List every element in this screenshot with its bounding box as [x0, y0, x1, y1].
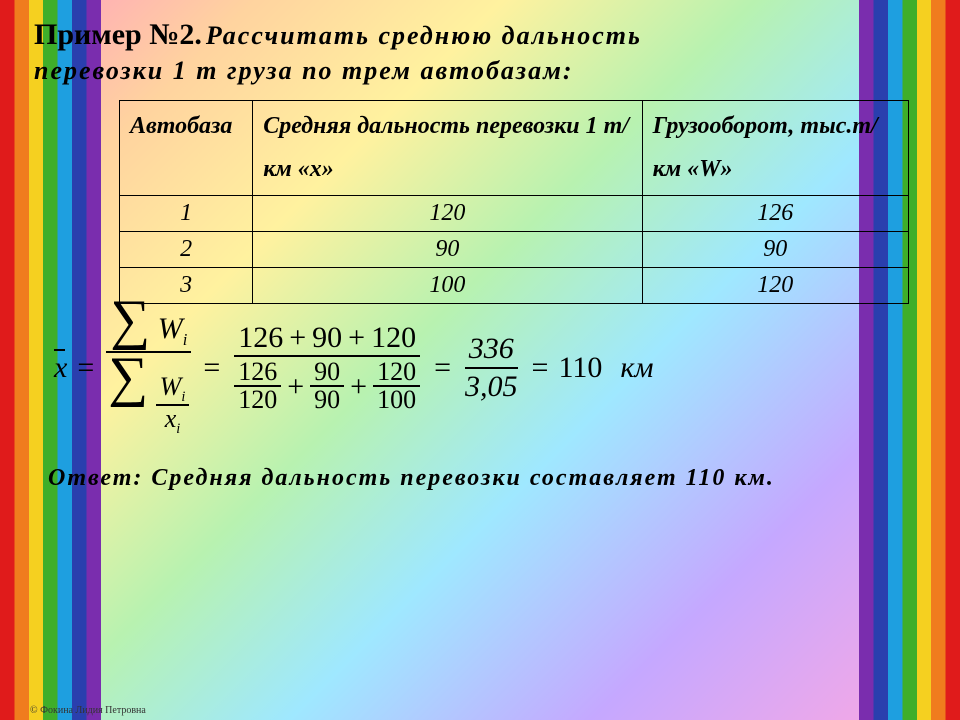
formula-symbolic-fraction: ∑ Wi ∑ Wi xi [104, 298, 193, 436]
sigma-icon: ∑ [110, 289, 150, 351]
simplified-fraction: 336 3,05 [461, 333, 522, 402]
numeric-den: 126 120 + 90 90 + 120 100 [230, 357, 424, 413]
sym-den: ∑ Wi xi [104, 353, 193, 437]
answer-line: Ответ: Средняя дальность перевозки соста… [48, 465, 960, 492]
table-row: 1 120 126 [120, 196, 909, 232]
simp-den: 3,05 [461, 369, 522, 403]
equals: = [532, 351, 549, 385]
cell-w: 126 [642, 196, 908, 232]
title-lead: Пример №2. [34, 18, 202, 51]
col-header-a: Автобаза [120, 101, 253, 196]
x-bar: x [54, 351, 67, 385]
den-frac: 90 90 [310, 359, 344, 413]
table-header-row: Автобаза Средняя дальность перевозки 1 т… [120, 101, 909, 196]
cell-w: 90 [642, 232, 908, 268]
simp-num: 336 [465, 333, 518, 369]
title-rest: Рассчитать среднюю дальность [206, 21, 642, 50]
den-frac: 120 100 [373, 359, 420, 413]
author-credit: © Фокина Лидия Петровна [30, 705, 146, 716]
numeric-num: 126 + 90 + 120 [234, 322, 420, 358]
wi-over-xi: Wi xi [156, 374, 190, 437]
subtitle: перевозки 1 т груза по трем автобазам: [34, 56, 920, 86]
term: 126 [238, 322, 283, 354]
cell-a: 2 [120, 232, 253, 268]
sigma-icon: ∑ [108, 346, 148, 408]
slide-content: Пример №2. Рассчитать среднюю дальность … [24, 18, 960, 720]
equals: = [77, 351, 94, 385]
cell-a: 1 [120, 196, 253, 232]
data-table: Автобаза Средняя дальность перевозки 1 т… [119, 100, 909, 304]
term: 90 [312, 322, 342, 354]
unit: км [620, 351, 653, 385]
table-row: 2 90 90 [120, 232, 909, 268]
col-header-w: Грузооборот, тыс.т/км «W» [642, 101, 908, 196]
term: 120 [371, 322, 416, 354]
cell-x: 90 [253, 232, 642, 268]
equals: = [203, 351, 220, 385]
col-header-x: Средняя дальность перевозки 1 т/км «х» [253, 101, 642, 196]
equals: = [434, 351, 451, 385]
den-frac: 126 120 [234, 359, 281, 413]
cell-x: 120 [253, 196, 642, 232]
formula: x = ∑ Wi ∑ Wi xi = 126 + 90 + 120 [54, 298, 960, 436]
result: 110 [558, 351, 602, 385]
sym-num: ∑ Wi [106, 298, 191, 352]
sub-i: i [183, 330, 188, 349]
W: W [158, 312, 183, 345]
numeric-fraction: 126 + 90 + 120 126 120 + 90 90 + 120 [230, 322, 424, 414]
title: Пример №2. Рассчитать среднюю дальность [34, 18, 920, 52]
